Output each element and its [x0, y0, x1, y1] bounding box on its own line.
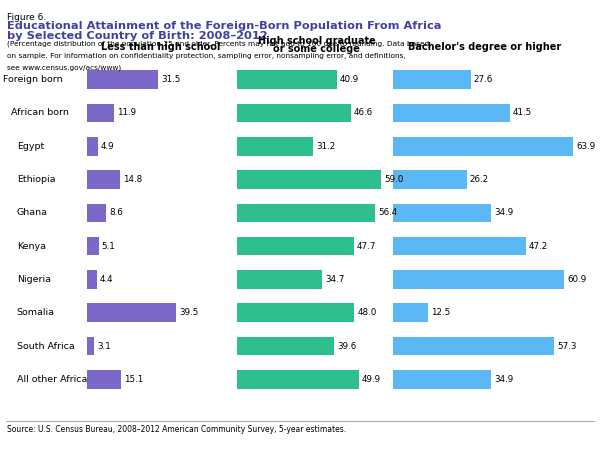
Text: 8.6: 8.6 — [109, 208, 123, 217]
Text: 46.6: 46.6 — [354, 108, 373, 117]
Bar — [393, 237, 526, 256]
Bar — [237, 104, 351, 122]
Text: 34.9: 34.9 — [494, 208, 514, 217]
Text: 57.3: 57.3 — [557, 342, 577, 351]
Text: 31.5: 31.5 — [161, 75, 181, 84]
Text: Nigeria: Nigeria — [17, 275, 51, 284]
Bar — [393, 337, 554, 356]
Bar — [87, 104, 114, 122]
Bar — [393, 370, 491, 389]
Text: Educational Attainment of the Foreign-Born Population From Africa: Educational Attainment of the Foreign-Bo… — [7, 21, 442, 31]
Bar — [393, 137, 573, 156]
Bar — [87, 137, 98, 156]
Text: 26.2: 26.2 — [470, 175, 489, 184]
Text: on sample. For information on confidentiality protection, sampling error, nonsam: on sample. For information on confidenti… — [7, 53, 406, 59]
Text: Ethiopia: Ethiopia — [17, 175, 55, 184]
Text: see www.census.gov/acs/www): see www.census.gov/acs/www) — [7, 65, 121, 71]
Text: 27.6: 27.6 — [474, 75, 493, 84]
Text: by Selected Country of Birth: 2008–2012: by Selected Country of Birth: 2008–2012 — [7, 31, 268, 41]
Bar — [393, 270, 565, 289]
Text: All other Africa: All other Africa — [17, 375, 87, 384]
Text: 31.2: 31.2 — [316, 142, 335, 151]
Text: 47.7: 47.7 — [356, 242, 376, 251]
Bar — [87, 303, 176, 322]
Bar — [87, 270, 97, 289]
Text: 11.9: 11.9 — [117, 108, 136, 117]
Bar — [393, 303, 428, 322]
Bar — [237, 270, 322, 289]
Bar — [87, 203, 106, 222]
Text: or some college: or some college — [273, 45, 360, 54]
Bar — [87, 170, 121, 189]
Text: Less than high school: Less than high school — [101, 42, 220, 52]
Text: 41.5: 41.5 — [513, 108, 532, 117]
Bar — [237, 337, 334, 356]
Text: Bachelor's degree or higher: Bachelor's degree or higher — [408, 42, 561, 52]
Bar — [237, 203, 375, 222]
Bar — [237, 237, 353, 256]
Text: 48.0: 48.0 — [358, 308, 377, 317]
Bar — [237, 370, 359, 389]
Text: 34.7: 34.7 — [325, 275, 344, 284]
Text: 39.6: 39.6 — [337, 342, 356, 351]
Text: (Percentage distribution of the population 25 and older. Percents may not add to: (Percentage distribution of the populati… — [7, 40, 430, 47]
Bar — [393, 170, 467, 189]
Text: 47.2: 47.2 — [529, 242, 548, 251]
Text: 5.1: 5.1 — [101, 242, 115, 251]
Bar — [393, 70, 471, 89]
Bar — [87, 337, 94, 356]
Bar — [237, 303, 355, 322]
Text: Egypt: Egypt — [17, 142, 44, 151]
Text: 4.9: 4.9 — [101, 142, 115, 151]
Text: 34.9: 34.9 — [494, 375, 514, 384]
Text: 3.1: 3.1 — [97, 342, 111, 351]
Bar — [393, 104, 510, 122]
Text: 4.4: 4.4 — [100, 275, 113, 284]
Bar — [237, 137, 313, 156]
Bar — [87, 237, 98, 256]
Text: 60.9: 60.9 — [568, 275, 587, 284]
Bar — [393, 203, 491, 222]
Text: 15.1: 15.1 — [124, 375, 143, 384]
Bar — [237, 170, 382, 189]
Text: 49.9: 49.9 — [362, 375, 381, 384]
Text: Ghana: Ghana — [17, 208, 48, 217]
Text: 14.8: 14.8 — [124, 175, 143, 184]
Text: 40.9: 40.9 — [340, 75, 359, 84]
Text: 56.4: 56.4 — [378, 208, 397, 217]
Text: 39.5: 39.5 — [179, 308, 199, 317]
Text: Foreign born: Foreign born — [3, 75, 62, 84]
Text: African born: African born — [11, 108, 68, 117]
Text: 12.5: 12.5 — [431, 308, 451, 317]
Bar — [87, 70, 158, 89]
Text: Kenya: Kenya — [17, 242, 46, 251]
Text: Somalia: Somalia — [17, 308, 55, 317]
Text: 59.0: 59.0 — [385, 175, 404, 184]
Text: High school graduate: High school graduate — [257, 36, 376, 46]
Bar — [87, 370, 121, 389]
Bar — [237, 70, 337, 89]
Text: Figure 6.: Figure 6. — [7, 14, 46, 22]
Text: 63.9: 63.9 — [576, 142, 595, 151]
Text: Source: U.S. Census Bureau, 2008–2012 American Community Survey, 5-year estimate: Source: U.S. Census Bureau, 2008–2012 Am… — [7, 425, 346, 434]
Text: South Africa: South Africa — [17, 342, 74, 351]
